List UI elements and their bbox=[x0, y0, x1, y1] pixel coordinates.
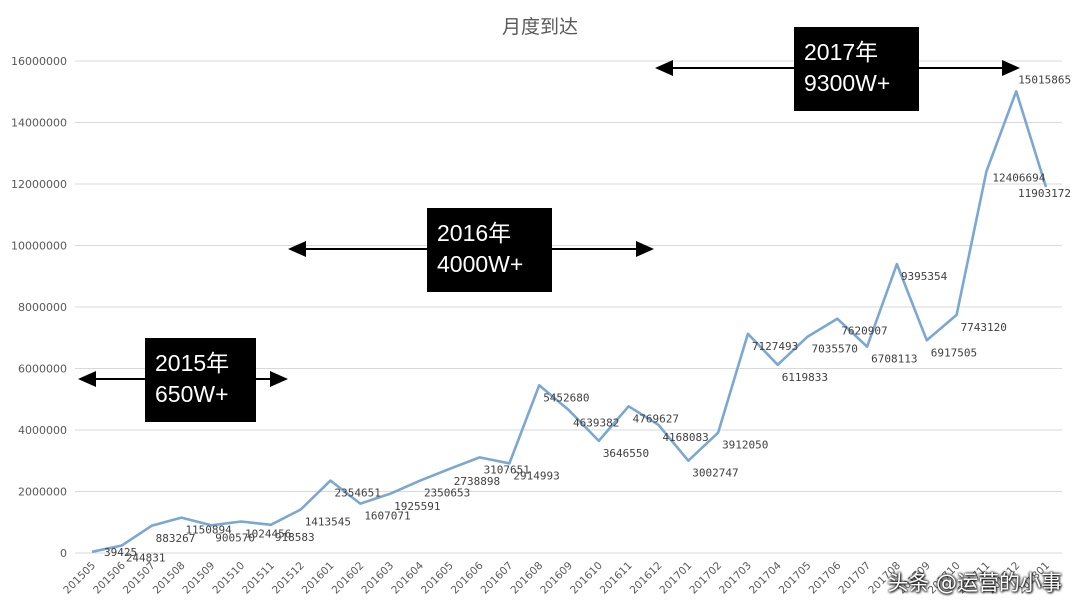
data-label: 3002747 bbox=[692, 467, 738, 480]
data-label: 15015865 bbox=[1018, 73, 1071, 86]
data-label: 883267 bbox=[156, 532, 196, 545]
annotation-2015: 2015年 650W+ bbox=[145, 338, 256, 422]
data-label: 1024456 bbox=[245, 527, 291, 540]
data-label: 1607071 bbox=[364, 510, 410, 523]
data-label: 12406694 bbox=[992, 171, 1045, 184]
data-label: 39425 bbox=[104, 546, 137, 559]
annotation-2016-year: 2016年 bbox=[437, 220, 512, 246]
data-label: 7127493 bbox=[752, 340, 798, 353]
y-tick-label: 2000000 bbox=[18, 486, 67, 499]
data-label: 918583 bbox=[275, 531, 315, 544]
x-tick-label: 201608 bbox=[508, 560, 545, 597]
data-label: 2738898 bbox=[454, 475, 500, 488]
x-tick-label: 201601 bbox=[300, 560, 337, 597]
x-tick-label: 201703 bbox=[717, 560, 754, 597]
data-label: 3912050 bbox=[722, 439, 768, 452]
y-tick-label: 14000000 bbox=[11, 117, 67, 130]
x-tick-label: 201610 bbox=[568, 560, 605, 597]
x-tick-label: 201511 bbox=[240, 560, 277, 597]
data-label: 9395354 bbox=[901, 270, 948, 283]
y-tick-label: 4000000 bbox=[18, 424, 67, 437]
x-tick-label: 201607 bbox=[479, 560, 516, 597]
x-tick-label: 201705 bbox=[777, 560, 814, 597]
data-label: 1413545 bbox=[305, 516, 351, 529]
data-label: 900570 bbox=[215, 531, 255, 544]
x-tick-label: 201605 bbox=[419, 560, 456, 597]
data-label: 6119833 bbox=[782, 371, 828, 384]
data-label: 2350653 bbox=[424, 487, 470, 500]
data-line bbox=[91, 90, 1048, 554]
x-tick-label: 201611 bbox=[598, 560, 635, 597]
x-tick-label: 201702 bbox=[687, 560, 724, 597]
annotation-2017: 2017年 9300W+ bbox=[794, 27, 919, 111]
annotation-2016-total: 4000W+ bbox=[437, 251, 524, 277]
gridlines bbox=[75, 60, 1062, 554]
x-tick-label: 201505 bbox=[61, 560, 98, 597]
data-label: 3646550 bbox=[603, 447, 649, 460]
x-tick-label: 201509 bbox=[181, 560, 218, 597]
data-label: 1150894 bbox=[185, 524, 232, 537]
data-label: 6917505 bbox=[931, 346, 977, 359]
y-tick-label: 16000000 bbox=[11, 55, 67, 68]
watermark: 头条 @运营的小事 bbox=[887, 571, 1062, 595]
x-tick-label: 201609 bbox=[538, 560, 575, 597]
chart-title: 月度到达 bbox=[501, 16, 578, 38]
y-tick-label: 12000000 bbox=[11, 178, 67, 191]
data-label: 6708113 bbox=[871, 353, 917, 366]
x-tick-label: 201707 bbox=[836, 560, 873, 597]
annotation-2015-year: 2015年 bbox=[155, 350, 230, 376]
data-label: 4168083 bbox=[662, 431, 708, 444]
x-tick-label: 201510 bbox=[210, 560, 247, 597]
annotation-2017-year: 2017年 bbox=[804, 39, 879, 65]
data-label: 1925591 bbox=[394, 500, 440, 513]
annotation-2015-total: 650W+ bbox=[155, 381, 229, 407]
x-tick-label: 201612 bbox=[628, 560, 665, 597]
data-label: 4769627 bbox=[633, 412, 679, 425]
data-label: 7620907 bbox=[841, 325, 887, 338]
x-tick-label: 201512 bbox=[270, 560, 307, 597]
data-label: 244831 bbox=[126, 551, 166, 564]
data-label: 7035570 bbox=[812, 343, 858, 356]
data-label: 7743120 bbox=[961, 321, 1007, 334]
annotation-2017-total: 9300W+ bbox=[804, 70, 891, 96]
data-label: 11903172 bbox=[1018, 187, 1071, 200]
x-tick-label: 201701 bbox=[658, 560, 695, 597]
data-label: 3107651 bbox=[484, 463, 530, 476]
y-tick-label: 0 bbox=[60, 547, 67, 560]
x-tick-label: 201507 bbox=[121, 560, 158, 597]
data-label: 4639382 bbox=[573, 416, 619, 429]
x-tick-label: 201603 bbox=[359, 560, 396, 597]
x-tick-label: 201602 bbox=[330, 560, 367, 597]
y-axis: 0 2000000 4000000 6000000 8000000 10000000 120… bbox=[11, 55, 67, 560]
x-tick-label: 201508 bbox=[151, 560, 188, 597]
y-tick-label: 8000000 bbox=[18, 301, 67, 314]
annotation-2016: 2016年 4000W+ bbox=[427, 208, 552, 292]
data-label: 2914993 bbox=[513, 469, 559, 482]
data-label: 5452680 bbox=[543, 391, 589, 404]
y-tick-label: 10000000 bbox=[11, 240, 67, 253]
data-label: 2354651 bbox=[335, 487, 381, 500]
y-tick-label: 6000000 bbox=[18, 363, 67, 376]
